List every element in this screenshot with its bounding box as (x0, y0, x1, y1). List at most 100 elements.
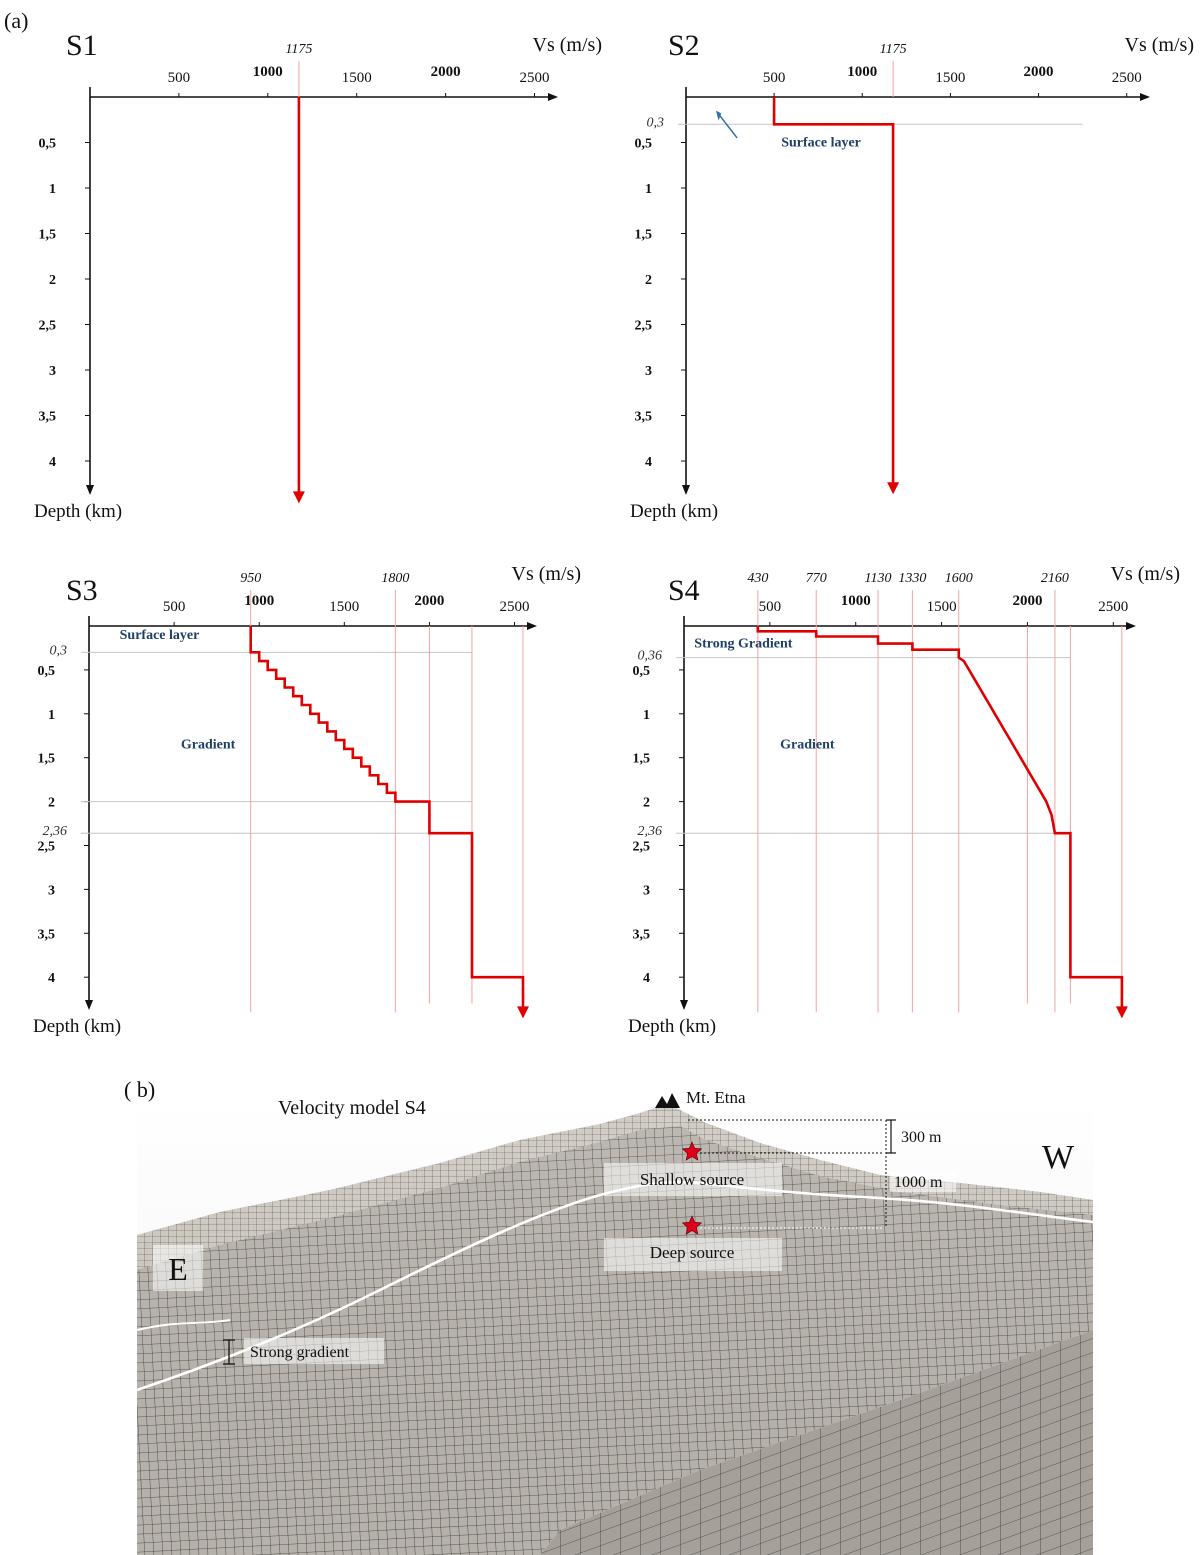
shallow-source-label: Shallow source (640, 1170, 744, 1189)
east-box (153, 1245, 203, 1291)
y-axis-label: Depth (km) (33, 1016, 121, 1037)
y-tick-label: 1,5 (633, 752, 651, 767)
top-value-label: 1800 (381, 571, 409, 586)
y-tick-label: 2 (643, 796, 650, 811)
strong-gradient-box (244, 1338, 384, 1364)
y-tick-label: 0,5 (39, 137, 57, 152)
shallow-source-star-icon (681, 1141, 703, 1161)
y-tick-label: 2,5 (635, 319, 653, 334)
x-axis-arrow-icon (527, 622, 537, 630)
volcano-icon (655, 1093, 680, 1108)
x-tick-label: 1000 (841, 593, 871, 609)
velocity-profile-line (249, 626, 525, 1013)
x-axis-arrow-icon (548, 93, 558, 101)
velocity-profile-line (772, 97, 895, 489)
x-tick-label: 2500 (1098, 599, 1128, 615)
annotation-label: Surface layer (120, 628, 200, 643)
y-tick-label: 3 (49, 364, 56, 379)
x-tick-label: 2000 (1012, 593, 1042, 609)
top-value-label: 1130 (865, 571, 892, 586)
top-value-label: 1600 (945, 571, 973, 586)
y-tick-label: 4 (49, 455, 56, 470)
x-axis-label: Vs (m/s) (1125, 34, 1194, 56)
profile-arrow-icon (1115, 1006, 1128, 1019)
y-tick-label: 1 (49, 182, 56, 197)
profile-chart-4: S4 Vs (m/s) Depth (km) 500 1000 1500 2000 2500 0… (628, 563, 1180, 1037)
y-axis-arrow-icon (682, 485, 690, 495)
x-tick-label: 2000 (1024, 64, 1054, 80)
depth-label: 0,3 (50, 643, 68, 658)
y-tick-label: 0,5 (38, 664, 56, 679)
y-tick-label: 3 (643, 883, 650, 898)
y-tick-label: 2 (48, 796, 55, 811)
profile-arrow-icon (887, 482, 900, 495)
chart-title: S3 (66, 574, 98, 607)
y-tick-label: 4 (643, 971, 650, 986)
peak-label: Mt. Etna (686, 1088, 746, 1107)
top-value-label: 1330 (898, 571, 926, 586)
profile-chart-3: S3 Vs (m/s) Depth (km) 500 1000 1500 2000 2500 0… (33, 563, 581, 1037)
y-tick-label: 2,5 (38, 839, 56, 854)
y-tick-label: 3 (645, 364, 652, 379)
annotation-label: Gradient (780, 738, 835, 753)
y-tick-label: 2,5 (39, 319, 57, 334)
y-tick-label: 0,5 (635, 137, 653, 152)
depth-1000-box (890, 1172, 956, 1192)
x-tick-label: 1500 (342, 70, 372, 86)
y-tick-label: 3,5 (39, 410, 57, 425)
model-title: Velocity model S4 (278, 1097, 426, 1119)
x-tick-label: 1500 (927, 599, 957, 615)
x-tick-label: 1000 (253, 64, 283, 80)
y-tick-label: 4 (48, 971, 55, 986)
x-tick-label: 500 (759, 599, 782, 615)
annotation-label: Strong Gradient (694, 637, 792, 652)
y-tick-label: 1,5 (39, 228, 57, 243)
x-axis-label: Vs (m/s) (1111, 563, 1180, 585)
depth-label: 2,36 (43, 824, 68, 839)
deep-source-box (604, 1238, 782, 1271)
x-tick-label: 1000 (847, 64, 877, 80)
y-tick-label: 2,5 (633, 839, 651, 854)
top-value-label: 1175 (880, 42, 907, 57)
y-tick-label: 1 (643, 708, 650, 723)
x-axis-arrow-icon (1140, 93, 1150, 101)
y-axis-label: Depth (km) (630, 501, 718, 522)
x-axis-label: Vs (m/s) (533, 34, 602, 56)
x-axis-arrow-icon (1126, 622, 1136, 630)
depth-label: 0,3 (647, 115, 665, 130)
pointer-arrow-icon (715, 110, 722, 121)
surface-layer-pointer (718, 114, 738, 139)
profile-chart-2: S2 Vs (m/s) Depth (km) 500 1000 1500 2000 2500 0… (630, 29, 1194, 522)
depth-1000-label: 1000 m (894, 1174, 943, 1191)
x-tick-label: 500 (163, 599, 186, 615)
y-tick-label: 3 (48, 883, 55, 898)
y-axis-label: Depth (km) (34, 501, 122, 522)
chart-title: S1 (66, 29, 98, 62)
y-tick-label: 4 (645, 455, 652, 470)
x-tick-label: 1500 (329, 599, 359, 615)
velocity-profile-line (756, 626, 1124, 1013)
x-tick-label: 2500 (520, 70, 550, 86)
y-axis-arrow-icon (86, 485, 94, 495)
depth-300-label: 300 m (901, 1129, 942, 1146)
profile-arrow-icon (292, 491, 305, 504)
y-tick-label: 1 (48, 708, 55, 723)
west-label: W (1042, 1139, 1075, 1176)
depth-label: 2,36 (638, 824, 663, 839)
panel-a-label: (a) (4, 8, 29, 33)
annotation-label: Surface layer (781, 136, 861, 151)
y-tick-label: 1 (645, 182, 652, 197)
profile-chart-1: S1 Vs (m/s) Depth (km) 500 1000 1500 2000 2500 0… (34, 29, 602, 522)
y-tick-label: 2 (645, 273, 652, 288)
top-value-label: 430 (747, 571, 768, 586)
x-tick-label: 500 (168, 70, 191, 86)
x-tick-label: 500 (763, 70, 786, 86)
annotation-label: Gradient (181, 738, 236, 753)
chart-title: S4 (668, 574, 700, 607)
y-tick-label: 3,5 (635, 410, 653, 425)
east-label: E (168, 1251, 188, 1287)
top-value-label: 950 (240, 571, 261, 586)
y-tick-label: 1,5 (635, 228, 653, 243)
